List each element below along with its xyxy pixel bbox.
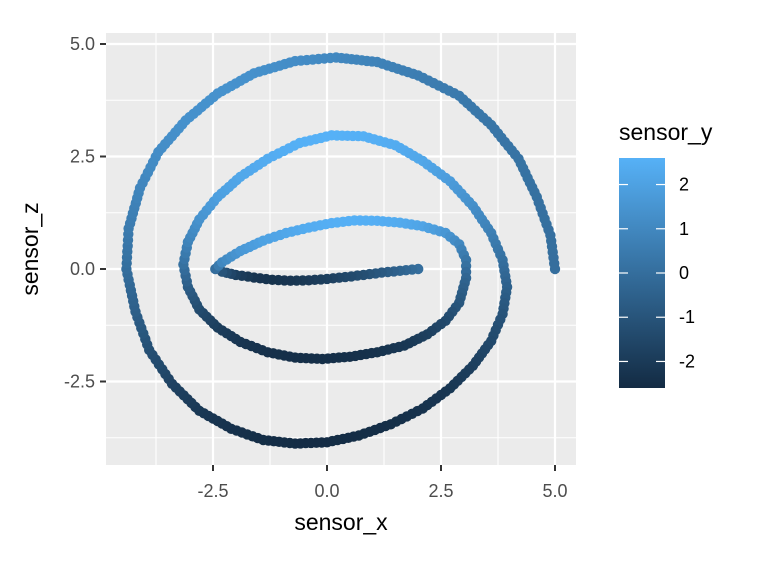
y-tick-label: 0.0 [70, 259, 95, 279]
legend-title: sensor_y [619, 119, 713, 145]
data-point [549, 263, 561, 275]
x-tick-label: 2.5 [428, 481, 453, 501]
x-tick-label: 5.0 [542, 481, 567, 501]
legend-tick-label: 2 [679, 175, 689, 195]
x-tick-label: -2.5 [197, 481, 228, 501]
legend-tick-label: -1 [679, 307, 695, 327]
x-tick-label: 0.0 [314, 481, 339, 501]
y-tick-label: 2.5 [70, 147, 95, 167]
y-tick-label: -2.5 [64, 372, 95, 392]
legend-ticks: 2 1 0 -1 -2 [619, 175, 695, 371]
plot-panel [106, 33, 576, 465]
data-points [121, 52, 561, 449]
x-axis-ticks: -2.5 0.0 2.5 5.0 [197, 465, 568, 501]
legend-tick-label: 0 [679, 263, 689, 283]
legend-tick-label: -2 [679, 351, 695, 371]
y-axis-title: sensor_z [17, 202, 43, 295]
x-axis-title: sensor_x [294, 509, 388, 535]
legend-tick-label: 1 [679, 219, 689, 239]
y-tick-label: 5.0 [70, 34, 95, 54]
y-axis-ticks: -2.5 0.0 2.5 5.0 [64, 34, 106, 392]
